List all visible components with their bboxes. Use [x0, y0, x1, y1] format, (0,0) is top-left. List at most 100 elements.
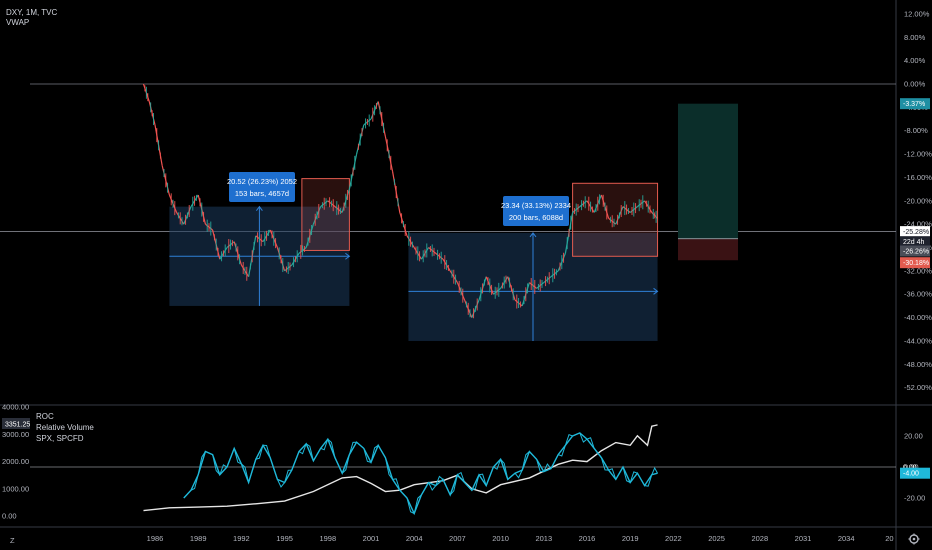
x-tick-label: 2016	[579, 534, 596, 543]
long-position-target[interactable]	[678, 103, 738, 239]
roc-jitter	[205, 451, 213, 456]
roc-jitter	[651, 466, 658, 475]
roc-jitter	[636, 472, 646, 486]
roc-jitter	[564, 434, 573, 446]
roc-jitter	[558, 445, 566, 457]
roc-jitter	[341, 454, 350, 474]
right-tick-label: 0.00	[904, 463, 919, 472]
y-tick-label: -40.00%	[904, 313, 932, 322]
price-tag-box	[900, 236, 930, 248]
measure-tool[interactable]: 23.34 (33.13%) 2334 200 bars, 6088d	[408, 196, 659, 341]
y-tick-label: -48.00%	[904, 360, 932, 369]
y-tick-label: -36.00%	[904, 290, 932, 299]
roc-jitter	[197, 451, 206, 475]
arrow-head-right	[653, 287, 659, 295]
roc-line[interactable]	[183, 432, 658, 516]
y-tick-label: -8.00%	[904, 126, 928, 135]
roc-jitter	[593, 448, 602, 459]
roc-jitter	[420, 482, 430, 496]
price-tag[interactable]: -30.18%	[900, 257, 930, 269]
roc-jitter	[312, 448, 322, 462]
x-tick-label: 2010	[492, 534, 509, 543]
roc-jitter	[428, 482, 437, 491]
x-tick-label: 2013	[535, 534, 552, 543]
roc-jitter	[262, 444, 271, 458]
left-tick-label: 1000.00	[2, 484, 29, 493]
roc-jitter	[241, 463, 250, 483]
price-tag[interactable]: -26.26%	[900, 245, 930, 257]
roc-jitter	[608, 468, 617, 480]
x-tick-label: 1995	[276, 534, 293, 543]
x-tick-label: 2031	[795, 534, 812, 543]
tooltip-box	[229, 172, 295, 202]
roc-jitter	[464, 482, 473, 491]
y-tick-label: -12.00%	[904, 150, 932, 159]
roc-jitter	[255, 445, 264, 460]
roc-jitter	[507, 472, 516, 480]
right-tick-label: 20.00	[904, 432, 923, 441]
tooltip-box	[503, 196, 569, 226]
roc-jitter	[334, 457, 343, 474]
x-tick-label: 2019	[622, 534, 639, 543]
measure-tooltip[interactable]: 20.52 (26.23%) 2052 153 bars, 4657d	[227, 172, 297, 202]
left-value-tag: 3351.25	[2, 418, 30, 429]
x-tick-label: 2004	[406, 534, 423, 543]
timezone-icon[interactable]: Z	[10, 536, 15, 545]
roc-jitter	[536, 459, 544, 473]
roc-legend[interactable]: ROC	[36, 412, 54, 421]
x-tick-label: 20	[885, 534, 893, 543]
relative-volume-legend[interactable]: Relative Volume	[36, 423, 94, 432]
dxy-series[interactable]	[142, 83, 658, 319]
y-tick-label: -32.00%	[904, 266, 932, 275]
roc-jitter	[248, 459, 257, 483]
roc-jitter	[500, 458, 509, 480]
x-tick-label: 2007	[449, 534, 466, 543]
spx-line[interactable]	[143, 424, 658, 512]
long-position-stop[interactable]	[678, 238, 738, 261]
tooltip-bars: 200 bars, 6088d	[509, 213, 563, 222]
roc-jitter	[493, 459, 502, 470]
y-tick-label: -16.00%	[904, 173, 932, 182]
y-tick-label: 4.00%	[904, 56, 926, 65]
roc-jitter	[399, 489, 408, 499]
roc-jitter	[363, 448, 372, 463]
price-tag-label: -3.37%	[903, 101, 925, 108]
roc-jitter	[269, 457, 278, 480]
roc-jitter	[276, 479, 285, 488]
price-tag[interactable]: -25.28%	[900, 226, 930, 238]
roc-jitter	[435, 475, 444, 486]
vwap-legend[interactable]: VWAP	[6, 18, 29, 27]
y-tick-label: -44.00%	[904, 336, 932, 345]
roc-jitter	[615, 466, 624, 480]
spx-legend[interactable]: SPX, SPCFD	[36, 434, 84, 443]
roc-jitter	[298, 443, 307, 455]
roc-jitter	[600, 457, 609, 471]
price-tag[interactable]: 22d 4h	[900, 236, 930, 248]
measure-tool[interactable]: 20.52 (26.23%) 2052 153 bars, 4657d	[169, 172, 351, 306]
y-tick-label: 0.00%	[904, 80, 926, 89]
roc-jitter	[572, 432, 580, 437]
arrow-head-up	[529, 232, 537, 238]
y-tick-label: 12.00%	[904, 9, 930, 18]
price-tag-label: -26.26%	[903, 249, 929, 256]
roc-jitter	[550, 454, 559, 469]
axes: 12.00%8.00%4.00%0.00%-4.00%-8.00%-12.00%…	[2, 9, 932, 543]
left-tick-label: 4000.00	[2, 403, 29, 412]
symbol-legend[interactable]: DXY, 1M, TVC	[6, 8, 58, 17]
roc-jitter	[233, 448, 242, 465]
price-tag[interactable]: -3.37%	[900, 98, 930, 110]
price-tag-box	[900, 257, 930, 269]
roc-jitter	[305, 443, 314, 461]
roc-jitter	[413, 494, 422, 514]
gear-icon[interactable]	[908, 533, 920, 545]
x-tick-label: 2034	[838, 534, 855, 543]
lower-pane[interactable]	[30, 424, 896, 516]
main-pane[interactable]: 20.52 (26.23%) 2052 153 bars, 4657d 23.34 …	[0, 83, 896, 341]
highlight-box-2016[interactable]	[572, 182, 659, 257]
roc-jitter	[219, 464, 228, 475]
price-tag[interactable]: -4.00	[900, 467, 930, 479]
y-tick-label: -52.00%	[904, 383, 932, 392]
measure-tooltip[interactable]: 23.34 (33.13%) 2334 200 bars, 6088d	[501, 196, 571, 226]
